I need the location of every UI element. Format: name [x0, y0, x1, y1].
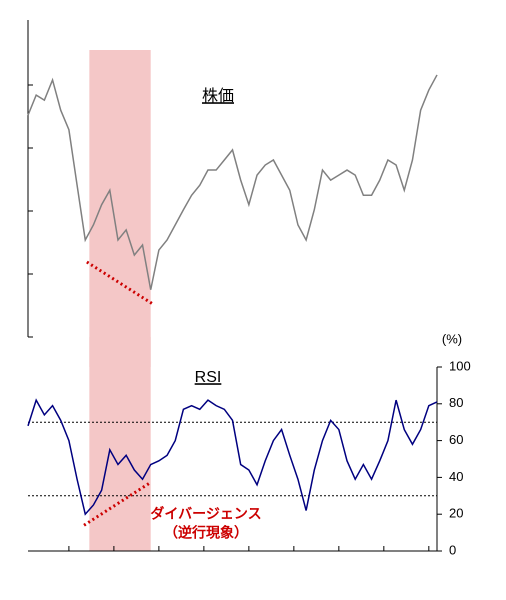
y-tick-label: 20: [449, 506, 463, 521]
y-tick-label: 80: [449, 395, 463, 410]
series-line: [27, 74, 438, 290]
price-label: 株価: [202, 87, 234, 105]
annotation: （逆行現象）: [164, 525, 248, 541]
y-tick-label: 40: [449, 469, 463, 484]
annotation: ダイバージェンス: [150, 506, 261, 522]
unit-label: (%): [442, 331, 462, 346]
y-tick-label: 0: [449, 542, 456, 557]
divergence-line: [83, 481, 151, 527]
series-line: [27, 398, 438, 516]
y-tick-label: 100: [449, 358, 471, 373]
y-tick-label: 60: [449, 432, 463, 447]
highlight-band: [89, 50, 151, 367]
highlight-band: [89, 337, 151, 551]
divergence-line: [86, 260, 154, 306]
rsi-label: RSI: [195, 369, 222, 386]
